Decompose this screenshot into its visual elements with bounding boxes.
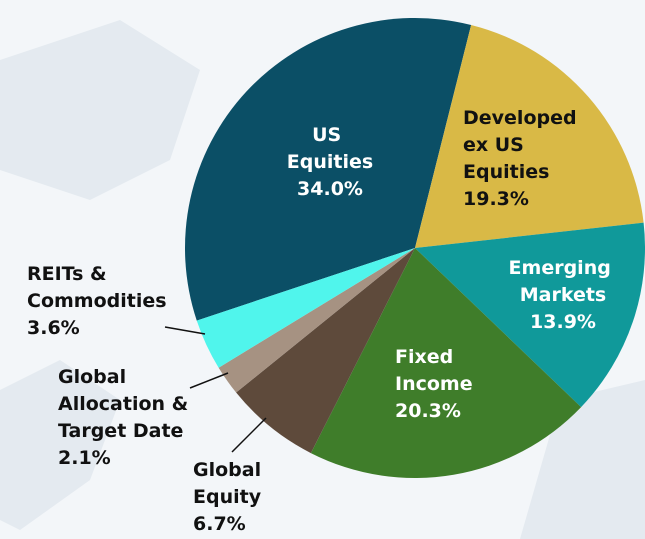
label-line: Equities <box>463 161 549 183</box>
value-label: 3.6% <box>27 317 80 339</box>
label-line: Global <box>58 366 133 388</box>
map-shape <box>520 380 645 539</box>
value-label: 13.9% <box>530 311 596 333</box>
pie-slice <box>218 248 415 393</box>
label-line: Fixed <box>395 346 460 368</box>
slice-label: REITs & Commodities <box>27 263 167 312</box>
slice-label: US Equities <box>287 124 373 173</box>
label-line: REITs & <box>27 263 113 285</box>
label-line: Allocation & <box>58 393 195 415</box>
pie-slice <box>415 222 645 408</box>
pie-slice <box>310 248 582 478</box>
label-line: Target Date <box>58 420 183 442</box>
slice-label: Developed ex US Equities <box>463 107 583 183</box>
pie-slice <box>415 24 644 249</box>
leader-line <box>189 372 229 389</box>
pie-slice <box>185 17 472 321</box>
slice-label: Global Allocation & Target Date <box>58 366 195 442</box>
leader-line <box>164 326 206 335</box>
slice-label: Fixed Income <box>395 346 473 395</box>
value-label: 20.3% <box>395 400 461 422</box>
label-line: Developed <box>463 107 583 129</box>
leader-line <box>231 417 267 453</box>
label-line: US <box>312 124 348 146</box>
map-shape <box>0 20 200 200</box>
label-line: Equities <box>287 151 373 173</box>
value-label: 34.0% <box>297 178 363 200</box>
label-line: Markets <box>520 284 607 306</box>
label-line: Commodities <box>27 290 167 312</box>
label-line: Equity <box>193 486 262 508</box>
label-line: Income <box>395 373 473 395</box>
slice-label: Emerging Markets <box>509 257 618 306</box>
label-line: ex US <box>463 134 530 156</box>
label-line: Global <box>193 459 268 481</box>
pie-slice <box>196 248 415 368</box>
map-shape <box>0 360 120 530</box>
slice-label: Global Equity <box>193 459 268 508</box>
value-label: 2.1% <box>58 447 111 469</box>
value-label: 6.7% <box>193 513 246 535</box>
label-line: Emerging <box>509 257 618 279</box>
pie-slice <box>236 248 415 454</box>
value-label: 19.3% <box>463 188 529 210</box>
